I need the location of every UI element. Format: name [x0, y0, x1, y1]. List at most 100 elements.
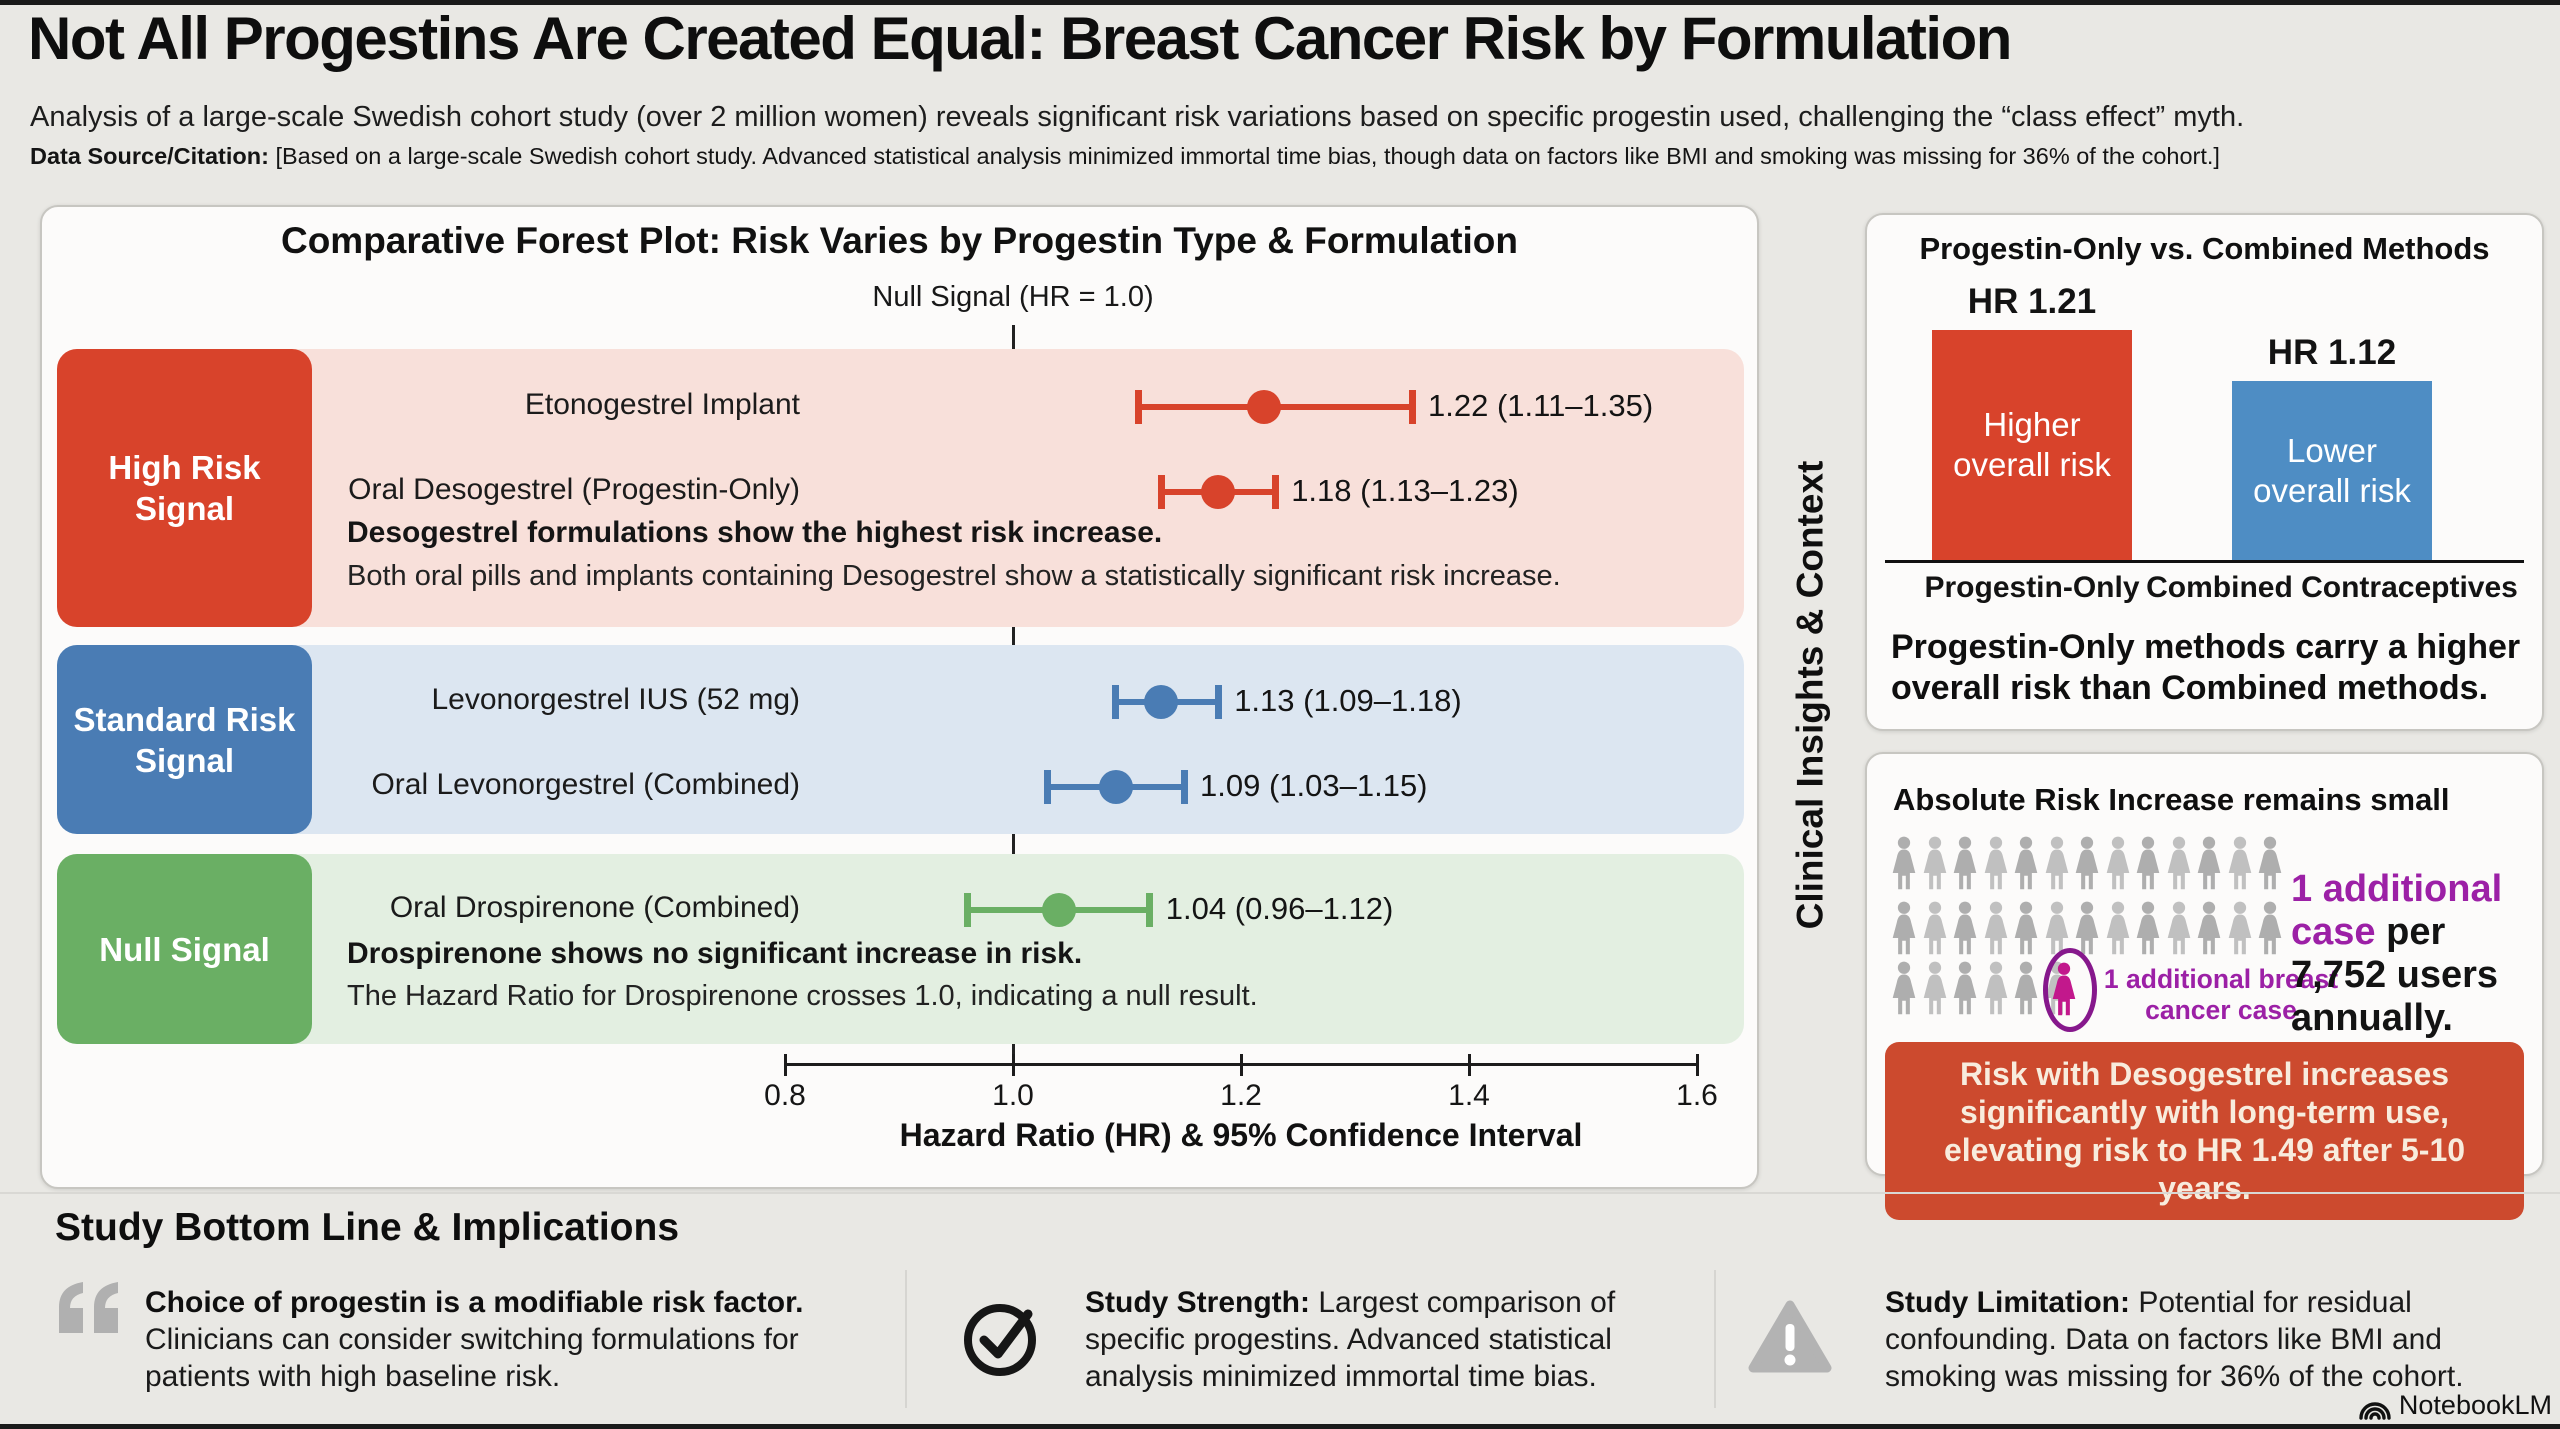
axis-tick-mark [1011, 1054, 1015, 1076]
forest-row-label: Oral Desogestrel (Progestin-Only) [348, 473, 800, 506]
notebooklm-brand: NotebookLM [2340, 1389, 2552, 1421]
quote-icon [58, 1281, 122, 1338]
takeaway-lead: Choice of progestin is a modifiable risk… [145, 1286, 804, 1319]
woman-icon [2040, 836, 2074, 897]
bottom-heading: Study Bottom Line & Implications [55, 1206, 680, 1249]
check-icon [958, 1294, 1044, 1385]
woman-icon [1887, 901, 1921, 962]
hr-point-estimate [1246, 390, 1281, 424]
woman-icon [2131, 901, 2165, 962]
bar-hr-label: HR 1.21 [1967, 282, 2097, 321]
page-subtitle: Analysis of a large-scale Swedish cohort… [30, 101, 2245, 133]
woman-icon [1979, 961, 2013, 1022]
woman-icon [2162, 836, 2196, 897]
absolute-risk-stat: 1 additional case per 7,752 users annual… [2291, 868, 2531, 1040]
bar-category-label: Combined Contraceptives [2146, 571, 2518, 604]
axis-tick-label: 1.2 [1220, 1079, 1262, 1112]
limitation-lead: Study Limitation: [1885, 1286, 2130, 1319]
stat-rest: per 7,752 users annually. [2291, 911, 2499, 1039]
risk-band: Standard Risk Signal Levonorgestrel IUS (… [57, 645, 1744, 834]
absolute-risk-title: Absolute Risk Increase remains small [1893, 782, 2450, 817]
band-note-text: Both oral pills and implants containing … [347, 560, 1561, 592]
comparison-bar: Lower overall risk [2232, 381, 2432, 560]
axis-tick-mark [1695, 1054, 1699, 1076]
strength-lead: Study Strength: [1085, 1286, 1310, 1319]
hr-value-label: 1.22 (1.11–1.35) [1428, 388, 1654, 423]
comparison-chart-panel: Progestin-Only vs. Combined Methods HR 1… [1865, 213, 2544, 731]
clinical-insights-label: Clinical Insights & Context [1789, 460, 1830, 930]
clinical-insights-strip: Clinical Insights & Context [1755, 205, 1865, 1185]
citation-label: Data Source/Citation: [30, 143, 269, 169]
woman-icon [2009, 836, 2043, 897]
ci-cap-high [1214, 685, 1222, 719]
woman-icon [2131, 836, 2165, 897]
bottom-letterbox-strip [0, 1424, 2560, 1429]
bottom-col-takeaway: Choice of progestin is a modifiable risk… [145, 1284, 875, 1395]
data-source-citation: Data Source/Citation: [Based on a large-… [30, 143, 2540, 170]
woman-icon [1979, 901, 2013, 962]
highlighted-woman-icon [2047, 962, 2081, 1023]
risk-band-label: High Risk Signal [57, 349, 312, 627]
bottom-col-strength: Study Strength: Largest comparison of sp… [1085, 1284, 1705, 1395]
comparison-bar: Higher overall risk [1932, 330, 2132, 560]
risk-band: Null Signal Oral Drospirenone (Combined) 1… [57, 854, 1744, 1044]
ci-cap-low [963, 893, 971, 927]
column-divider-2 [1714, 1270, 1716, 1408]
band-note-bold: Desogestrel formulations show the highes… [347, 516, 1163, 549]
woman-icon [2040, 901, 2074, 962]
hr-point-estimate [1041, 893, 1076, 927]
hr-value-label: 1.18 (1.13–1.23) [1291, 473, 1519, 508]
axis-tick-label: 0.8 [764, 1079, 806, 1112]
hr-point-estimate [1201, 475, 1236, 509]
risk-band: High Risk Signal Etonogestrel Implant 1.22… [57, 349, 1744, 627]
woman-icon [1948, 901, 1982, 962]
woman-icon [1948, 836, 1982, 897]
highlighted-case-ring [2043, 948, 2097, 1032]
desogestrel-risk-banner: Risk with Desogestrel increases signific… [1885, 1042, 2524, 1220]
comparison-caption: Progestin-Only methods carry a higher ov… [1891, 628, 2521, 707]
column-divider-1 [905, 1270, 907, 1408]
comparison-title: Progestin-Only vs. Combined Methods [1919, 231, 2490, 266]
axis-tick-mark [1239, 1054, 1243, 1076]
ci-cap-high [1271, 475, 1279, 509]
woman-icon [2101, 901, 2135, 962]
stat-highlight: 1 additional case [2291, 868, 2503, 953]
axis-tick-mark [783, 1054, 787, 1076]
hr-point-estimate [1098, 770, 1133, 804]
hr-value-label: 1.13 (1.09–1.18) [1234, 683, 1462, 718]
bar-inner-label: Lower overall risk [2253, 431, 2411, 509]
hr-value-label: 1.04 (0.96–1.12) [1165, 891, 1394, 926]
strength-text: Largest comparison of specific progestin… [1085, 1286, 1616, 1393]
comparison-baseline [1885, 560, 2524, 563]
woman-icon [2253, 836, 2287, 897]
highlighted-case-label: 1 additional breast cancer case [2103, 964, 2339, 1025]
forest-row-label: Levonorgestrel IUS (52 mg) [431, 683, 801, 716]
axis-tick-label: 1.4 [1448, 1079, 1490, 1112]
ci-cap-high [1146, 893, 1154, 927]
forest-row-label: Oral Drospirenone (Combined) [389, 891, 800, 924]
risk-band-label: Standard Risk Signal [57, 645, 312, 834]
bottom-col-limitation: Study Limitation: Potential for residual… [1885, 1284, 2530, 1395]
bar-hr-label: HR 1.12 [2267, 333, 2397, 372]
woman-icon [2192, 901, 2226, 962]
ci-cap-low [1134, 390, 1142, 424]
woman-icon [2009, 961, 2043, 1022]
band-note-bold: Drospirenone shows no significant increa… [347, 937, 1083, 970]
risk-band-label: Null Signal [57, 854, 312, 1044]
woman-icon [2009, 901, 2043, 962]
woman-icon [1887, 836, 1921, 897]
woman-icon [2223, 901, 2257, 962]
forest-row-label: Etonogestrel Implant [524, 388, 800, 421]
woman-icon [2223, 836, 2257, 897]
forest-row-label: Oral Levonorgestrel (Combined) [371, 768, 800, 801]
ci-cap-high [1180, 770, 1188, 804]
woman-icon [1948, 961, 1982, 1022]
limitation-text: Potential for residual confounding. Data… [1885, 1286, 2464, 1393]
woman-icon [2162, 901, 2196, 962]
notebooklm-label: NotebookLM [2398, 1389, 2552, 1420]
forest-plot-title: Comparative Forest Plot: Risk Varies by … [280, 220, 1519, 261]
page-title: Not All Progestins Are Created Equal: Br… [28, 5, 2012, 72]
woman-icon [1918, 901, 1952, 962]
hr-value-label: 1.09 (1.03–1.15) [1200, 768, 1428, 803]
